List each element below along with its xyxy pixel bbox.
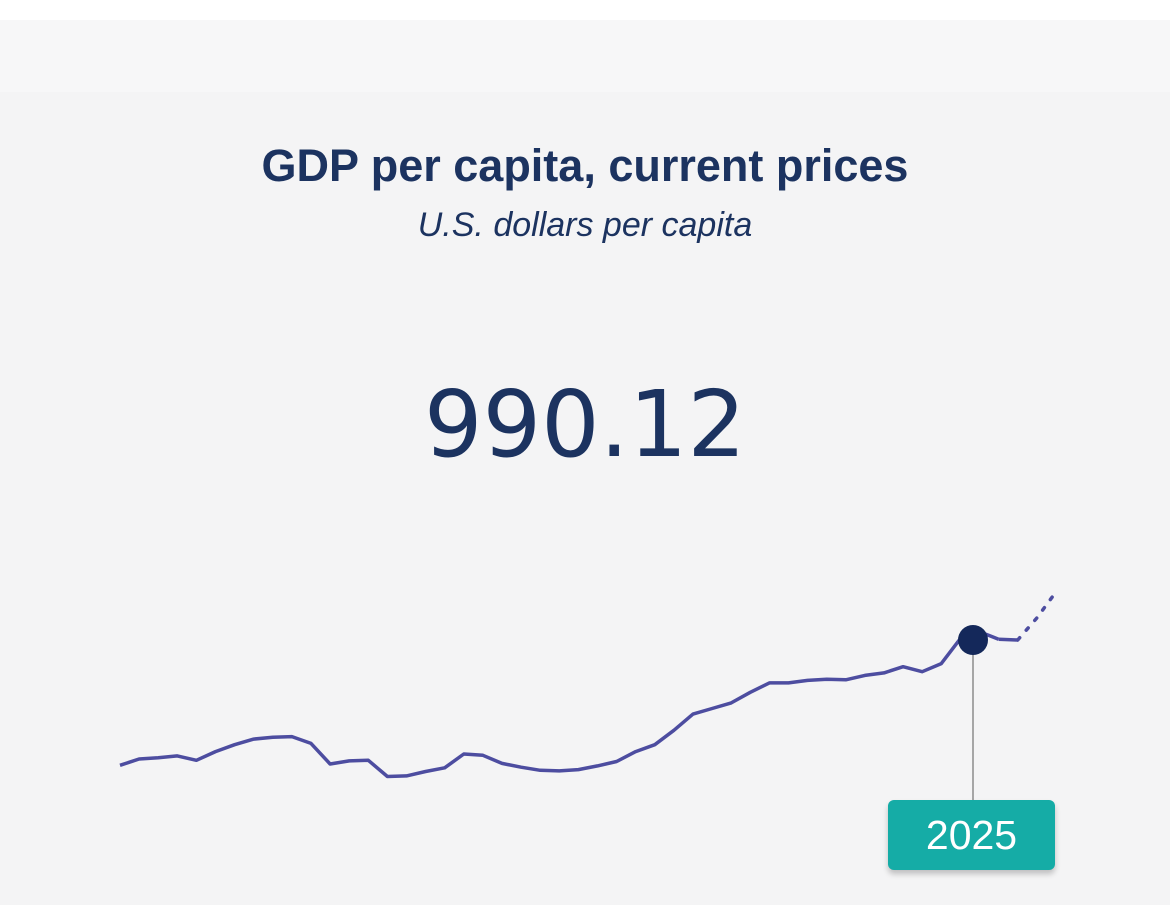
series-line-actual (119, 629, 1000, 779)
header-band (0, 20, 1170, 92)
chart-title: GDP per capita, current prices (261, 140, 909, 191)
top-strip (0, 0, 1170, 20)
chart-subtitle: U.S. dollars per capita (417, 206, 753, 244)
selected-year-badge[interactable]: 2025 (888, 800, 1055, 870)
series-line-connector (998, 637, 1018, 642)
series-line-projection (1015, 590, 1058, 642)
selected-value: 990.12 (424, 371, 746, 478)
selected-point-marker[interactable] (958, 625, 988, 655)
